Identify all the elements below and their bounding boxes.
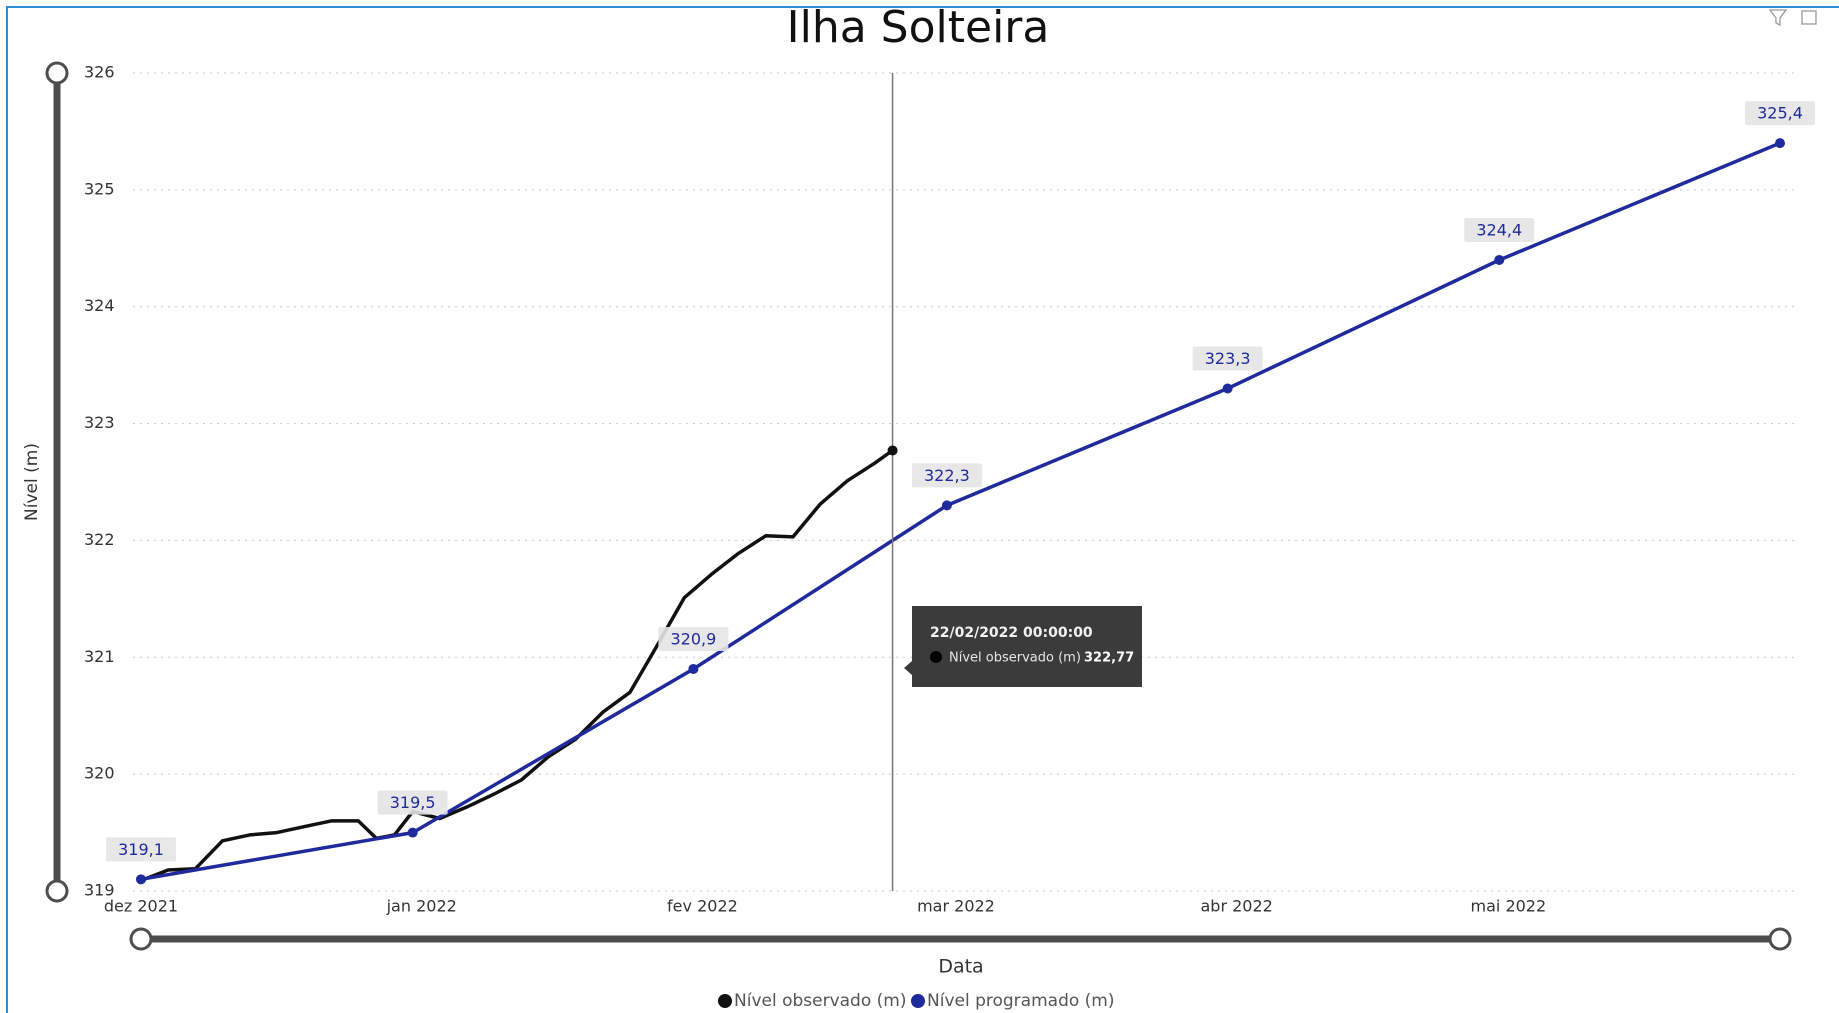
data-label-bg	[1464, 217, 1535, 242]
frame	[6, 6, 1839, 1013]
y-slider-handle[interactable]	[45, 879, 69, 903]
data-label-bg	[377, 790, 448, 815]
tooltip-value: 322,77	[1084, 651, 1134, 666]
y-axis-title: Nível (m)	[22, 443, 42, 521]
x-slider-handle[interactable]	[129, 927, 153, 951]
legend-marker	[911, 994, 925, 1008]
tooltip-box	[904, 606, 1142, 687]
tooltip-series: Nível observado (m)	[949, 651, 1081, 666]
x-tick-label: jan 2022	[386, 897, 457, 916]
data-label: 320,9	[670, 629, 716, 648]
legend-label: Nível observado (m)	[734, 991, 906, 1011]
y-tick-label: 325	[84, 179, 115, 198]
data-label-bg	[658, 626, 729, 651]
tooltip-marker	[930, 651, 942, 663]
filter-icon[interactable]	[1768, 9, 1788, 27]
series-line	[140, 141, 1781, 882]
hover-point	[887, 445, 898, 456]
y-tick-label: 320	[84, 764, 115, 783]
data-label: 325,4	[1757, 104, 1803, 123]
y-slider-handle[interactable]	[45, 61, 69, 85]
x-slider[interactable]	[129, 927, 1792, 951]
data-label: 319,5	[390, 793, 436, 812]
tooltip-date: 22/02/2022 00:00:00	[930, 625, 1093, 641]
data-label-bg	[1192, 346, 1263, 371]
data-label-bg	[911, 463, 982, 488]
data-label: 322,3	[924, 466, 970, 485]
legend-label: Nível programado (m)	[927, 991, 1115, 1011]
y-tick-label: 326	[84, 63, 115, 82]
tooltip: 22/02/2022 00:00:00 Nível observado (m) 32…	[904, 606, 1142, 687]
legend-marker	[718, 994, 732, 1008]
y-tick-label: 319	[84, 881, 115, 900]
data-point	[1222, 383, 1233, 394]
data-point	[407, 827, 418, 838]
toolbar-icons[interactable]	[1768, 9, 1817, 27]
x-tick-label: abr 2022	[1201, 897, 1273, 916]
data-point	[1494, 254, 1505, 265]
y-tick-label: 324	[84, 296, 115, 315]
y-slider[interactable]	[45, 61, 69, 903]
y-tick-label: 321	[84, 647, 115, 666]
y-tick-label: 322	[84, 530, 115, 549]
data-point	[136, 874, 146, 885]
series-line	[140, 448, 894, 883]
chart-title: Ilha Solteira	[787, 2, 1050, 53]
x-tick-label: mar 2022	[917, 897, 995, 916]
data-label: 324,4	[1476, 220, 1522, 239]
data-point	[1775, 138, 1785, 149]
data-point	[688, 663, 699, 674]
data-label: 323,3	[1205, 349, 1251, 368]
x-slider-handle[interactable]	[1768, 927, 1792, 951]
x-tick-label: dez 2021	[104, 897, 178, 916]
data-label-bg	[106, 837, 176, 862]
x-tick-label: mai 2022	[1471, 897, 1547, 916]
x-tick-label: fev 2022	[667, 897, 738, 916]
data-label: 319,1	[118, 840, 164, 859]
x-axis-title: Data	[938, 956, 983, 978]
y-tick-label: 323	[84, 413, 115, 432]
data-point	[941, 500, 952, 511]
focus-icon[interactable]	[1801, 10, 1817, 25]
data-label-bg	[1745, 101, 1815, 126]
